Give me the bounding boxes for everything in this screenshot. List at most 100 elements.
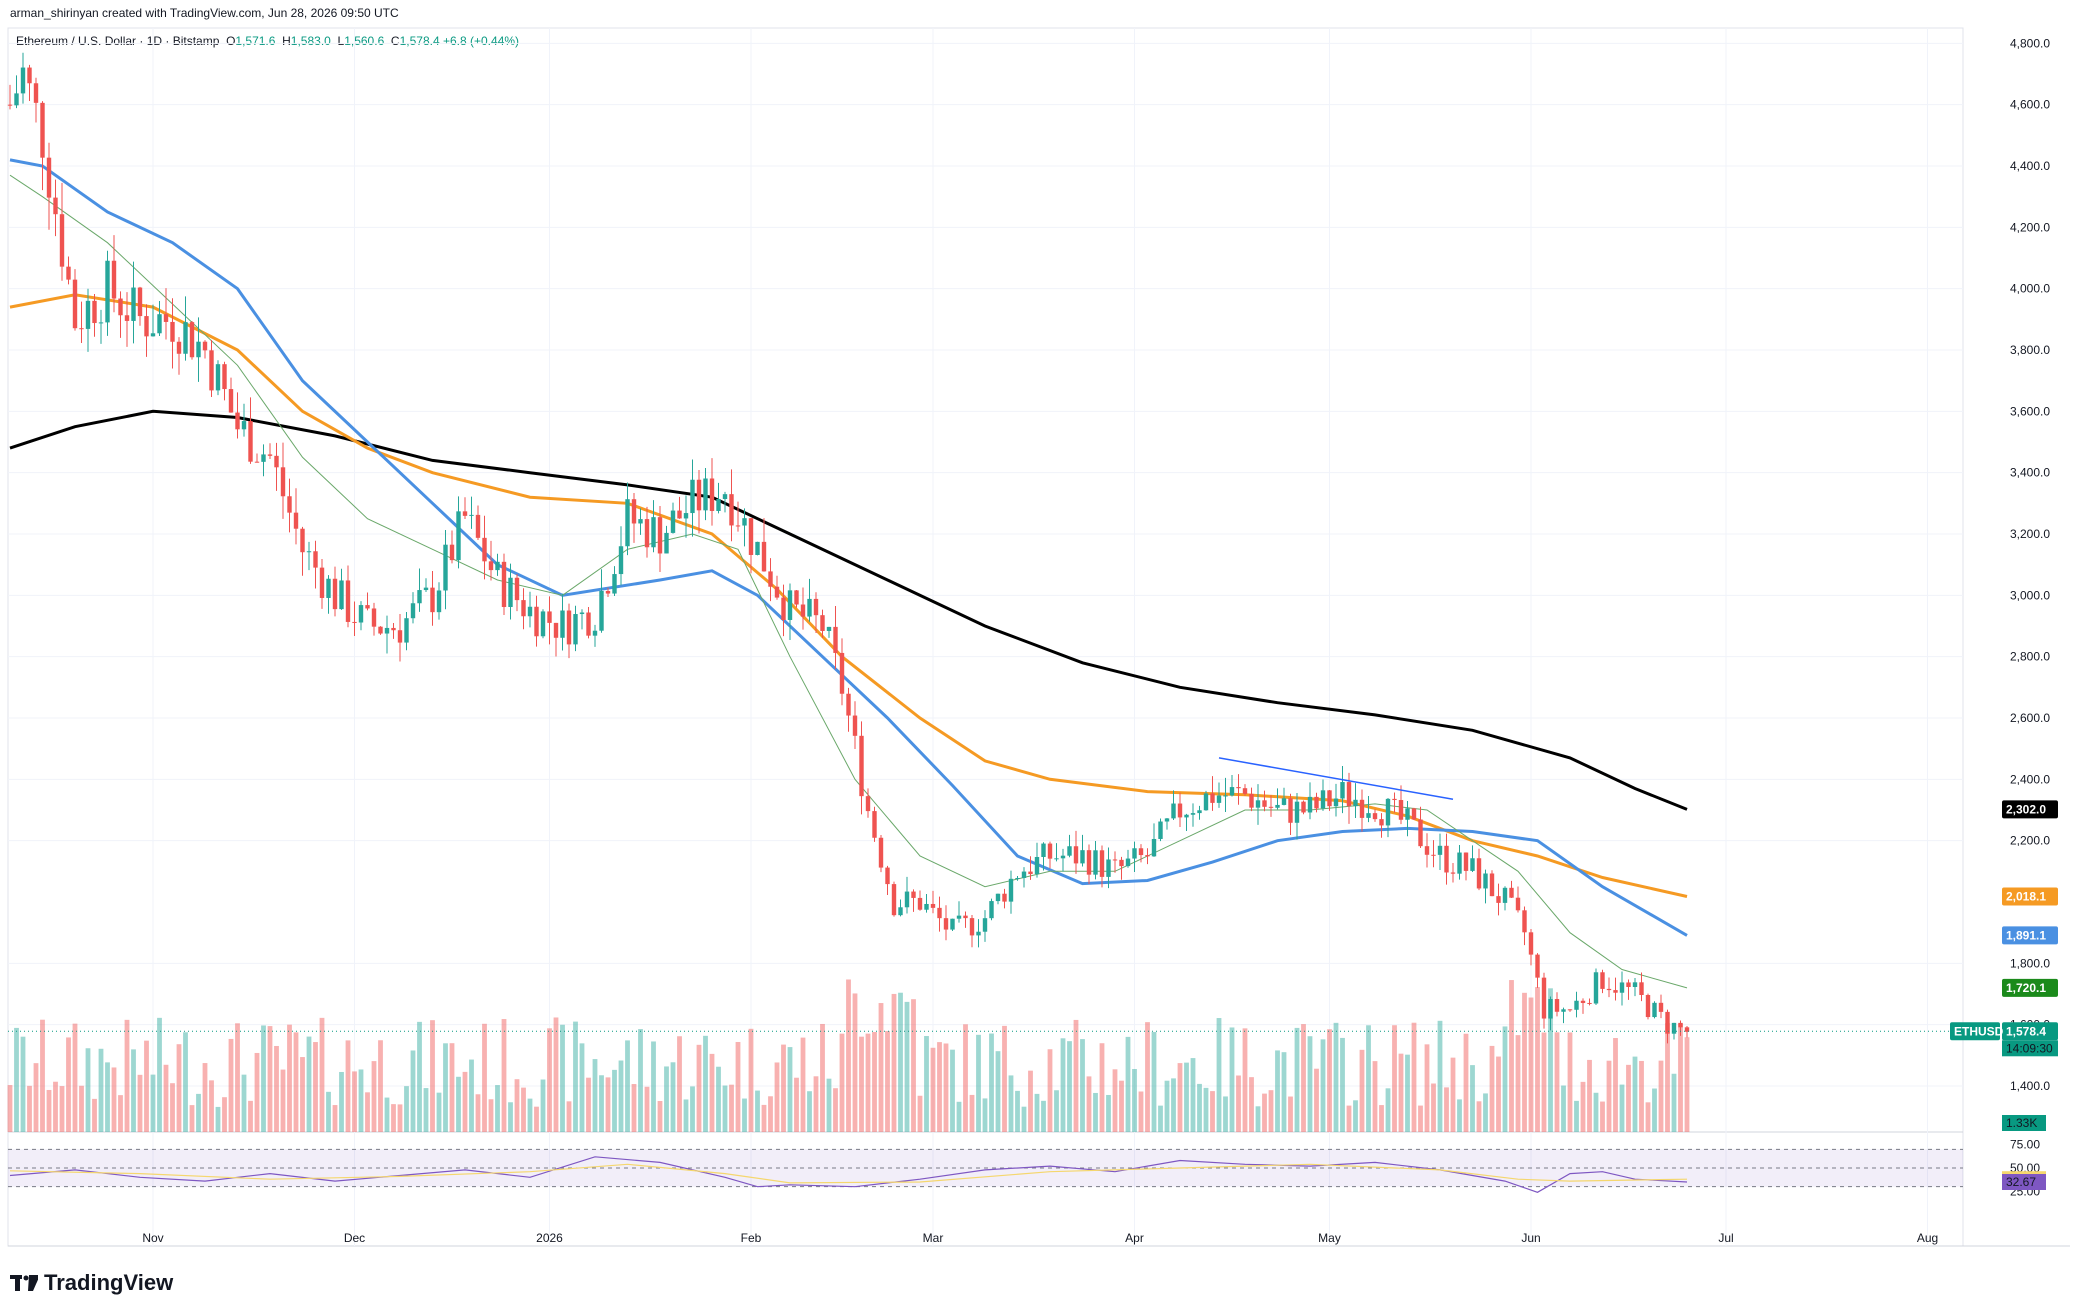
candle-body [430, 587, 435, 613]
candle-body [209, 350, 214, 391]
volume-bar [1080, 1039, 1085, 1132]
volume-bar [92, 1098, 97, 1132]
candle-body [501, 561, 507, 607]
price-tag [2002, 1022, 2058, 1041]
candle-body [105, 260, 110, 323]
volume-bar [46, 1089, 52, 1132]
candle-body [222, 364, 227, 390]
volume-bar [391, 1104, 396, 1132]
volume-bar [1528, 997, 1534, 1132]
volume-bar [1197, 1083, 1202, 1132]
candle-body [59, 214, 65, 267]
candle-body [345, 580, 351, 622]
volume-bar [14, 1027, 19, 1132]
candle-body [625, 499, 630, 547]
volume-bar [1580, 1081, 1586, 1132]
candle-body [1645, 994, 1651, 1018]
volume-bar [508, 1102, 513, 1132]
candle-body [1333, 798, 1339, 807]
candle-body [436, 590, 442, 613]
candle-body [183, 322, 188, 354]
volume-bar [53, 1081, 58, 1132]
volume-bar [1561, 1085, 1566, 1132]
candle-body [1008, 878, 1014, 902]
volume-bar [1067, 1041, 1072, 1132]
candle-body [306, 551, 312, 553]
trendline[interactable] [1218, 757, 1454, 801]
candle-body [748, 518, 754, 555]
countdown-tag [2002, 1040, 2058, 1057]
symbol-name[interactable]: Ethereum / U.S. Dollar · 1D · Bitstamp [16, 34, 220, 48]
volume-bar [1639, 1060, 1644, 1132]
volume-bar [1606, 1060, 1612, 1132]
candle-body [631, 499, 637, 524]
symbol-tag-label: ETHUSD [1954, 1024, 2004, 1038]
volume-bar [963, 1024, 968, 1132]
candle-body [1372, 813, 1378, 820]
volume-bar [1645, 1102, 1651, 1132]
candle-body [696, 479, 702, 511]
candle-body [1444, 845, 1449, 873]
candle-body [599, 590, 604, 631]
volume-bar [774, 1062, 780, 1132]
candle-body [1203, 793, 1209, 811]
volume-bar [241, 1074, 247, 1132]
candle-body [664, 532, 669, 554]
volume-bar [235, 1023, 240, 1132]
volume-bar [1294, 1027, 1300, 1132]
volume-bar [430, 1020, 435, 1132]
volume-bar [1210, 1091, 1215, 1132]
candle-body [7, 104, 13, 106]
time-axis[interactable]: Nov Dec 2026 Feb Mar Apr May Jun Jul Aug [142, 1231, 1938, 1245]
volume-bar [683, 1099, 689, 1132]
volume-bar [566, 1101, 572, 1132]
price-axis[interactable]: 4,800.0 4,600.0 4,400.0 4,200.0 4,000.0 3,800… [2010, 36, 2050, 1093]
symbol-legend: Ethereum / U.S. Dollar · 1D · Bitstamp O… [16, 34, 519, 48]
volume-bar [807, 1091, 812, 1132]
candle-body [1197, 810, 1202, 814]
candle-body [46, 157, 52, 198]
candle-body [1580, 1000, 1586, 1003]
volume-bar [638, 1029, 643, 1132]
volume-bar [436, 1092, 442, 1132]
volume-bar [1379, 1105, 1384, 1132]
volume-bar [813, 1076, 819, 1132]
volume-bar [157, 1017, 162, 1132]
candle-body [1567, 1009, 1573, 1011]
candle-body [293, 512, 299, 529]
candle-body [904, 891, 910, 908]
volume-bar [1366, 1025, 1371, 1132]
volume-bar [904, 1001, 910, 1132]
high-label: H [278, 34, 291, 48]
candle-body [950, 918, 955, 930]
candle-body [1385, 798, 1391, 826]
volume-bar [781, 1044, 786, 1132]
candle-body [1509, 887, 1514, 898]
volume-bar [826, 1078, 832, 1132]
candle-body [1528, 932, 1534, 955]
volume-bar [1398, 1053, 1404, 1132]
volume-bar [1567, 1032, 1573, 1132]
volume-bar [1457, 1099, 1462, 1132]
volume-bar [1665, 1023, 1670, 1132]
volume-bar [215, 1106, 221, 1132]
volume-bar [1086, 1076, 1092, 1132]
volume-tag-label: 1.33K [2006, 1116, 2037, 1130]
volume-bar [898, 992, 903, 1132]
price-tick-label: 4,200.0 [2010, 220, 2050, 234]
volume-bar [800, 1037, 806, 1132]
volume-bar [690, 1086, 695, 1132]
candle-body [423, 587, 429, 591]
candlesticks[interactable] [7, 52, 1690, 1044]
volume-bar [657, 1100, 663, 1132]
open-value: 1,571.6 [235, 34, 276, 48]
candle-body [774, 586, 780, 598]
volume-bar [573, 1021, 578, 1132]
tradingview-logo[interactable]: TradingView [10, 1270, 173, 1296]
volume-bar [1619, 1084, 1625, 1132]
candle-body [1561, 1009, 1566, 1012]
volume-bar [1444, 1087, 1449, 1132]
price-tick-label: 3,200.0 [2010, 527, 2050, 541]
